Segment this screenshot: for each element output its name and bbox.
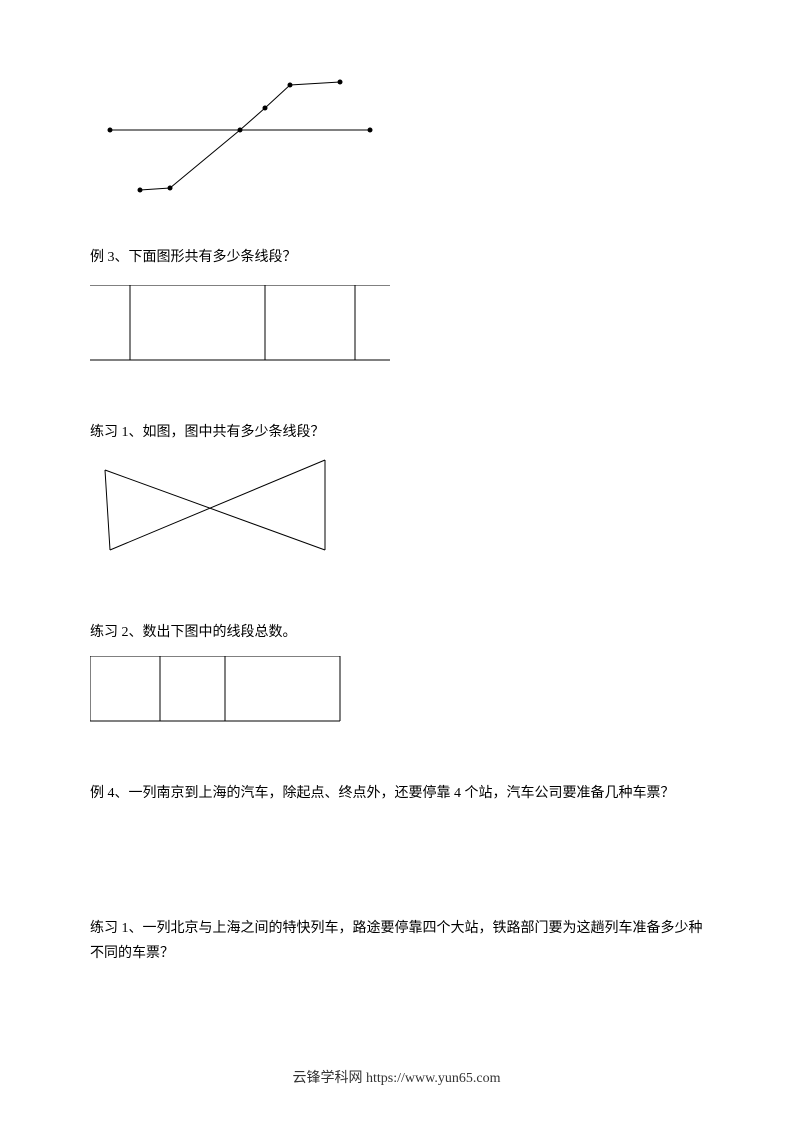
spacer (90, 400, 703, 420)
diagram-3-svg (90, 455, 350, 565)
diagram-3 (90, 455, 703, 570)
diagram-4 (90, 656, 703, 731)
diagram-1-svg (90, 60, 390, 210)
example-3-text: 例 3、下面图形共有多少条线段？ (90, 245, 703, 270)
practice-1-text: 练习 1、如图，图中共有多少条线段？ (90, 420, 703, 445)
diagram-1 (90, 60, 703, 215)
practice-2-text: 练习 2、数出下图中的线段总数。 (90, 620, 703, 645)
page-footer: 云锋学科网 https://www.yun65.com (0, 1067, 793, 1087)
example-4-text: 例 4、一列南京到上海的汽车，除起点、终点外，还要停靠 4 个站，汽车公司要准备… (90, 781, 703, 806)
spacer (90, 816, 703, 916)
page-content: 例 3、下面图形共有多少条线段？ 练习 1、如图，图中共有多少条线段？ 练习 2… (0, 0, 793, 1016)
footer-text: 云锋学科网 https://www.yun65.com (293, 1071, 501, 1086)
spacer (90, 761, 703, 781)
diagram-2 (90, 285, 703, 370)
spacer (90, 600, 703, 620)
diagram-2-svg (90, 285, 400, 365)
diagram-4-svg (90, 656, 350, 726)
practice-1b-text: 练习 1、一列北京与上海之间的特快列车，路途要停靠四个大站，铁路部门要为这趟列车… (90, 916, 703, 966)
